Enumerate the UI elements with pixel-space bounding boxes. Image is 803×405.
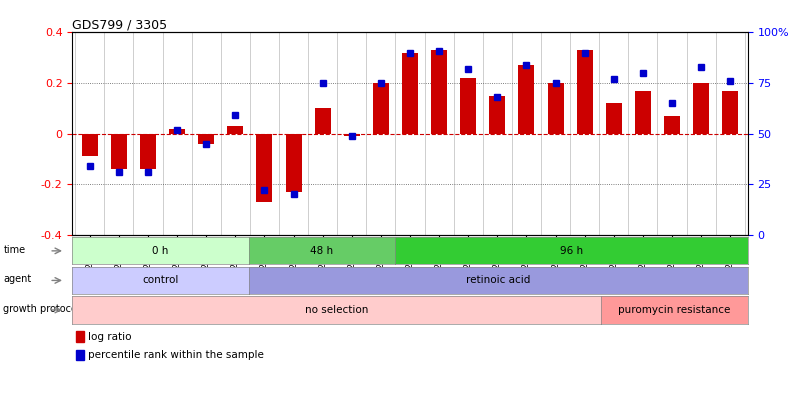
Text: 48 h: 48 h <box>310 246 333 256</box>
Bar <box>459 78 475 134</box>
Text: 96 h: 96 h <box>559 246 582 256</box>
Bar <box>75 331 84 342</box>
Text: time: time <box>3 245 26 254</box>
Bar <box>285 134 301 192</box>
Text: growth protocol: growth protocol <box>3 304 80 313</box>
Bar <box>576 50 592 134</box>
Bar <box>227 126 243 134</box>
Bar <box>402 53 418 134</box>
Text: log ratio: log ratio <box>88 332 131 342</box>
Text: retinoic acid: retinoic acid <box>466 275 530 286</box>
Text: agent: agent <box>3 274 31 284</box>
Bar <box>344 134 360 136</box>
Bar <box>518 65 534 134</box>
Bar <box>373 83 389 134</box>
Text: percentile rank within the sample: percentile rank within the sample <box>88 350 263 360</box>
Bar <box>256 134 272 202</box>
Bar <box>692 83 708 134</box>
Text: puromycin resistance: puromycin resistance <box>618 305 730 315</box>
Bar <box>75 350 84 360</box>
Bar <box>547 83 563 134</box>
Bar <box>314 109 330 134</box>
Bar <box>169 129 185 134</box>
Text: control: control <box>142 275 178 286</box>
Bar <box>489 96 505 134</box>
Bar <box>140 134 156 169</box>
Bar <box>634 91 650 134</box>
Bar <box>82 134 98 156</box>
Text: no selection: no selection <box>304 305 368 315</box>
Bar <box>430 50 446 134</box>
Text: GDS799 / 3305: GDS799 / 3305 <box>72 18 167 31</box>
Bar <box>605 103 621 134</box>
Bar <box>198 134 214 144</box>
Text: 0 h: 0 h <box>152 246 169 256</box>
Bar <box>111 134 127 169</box>
Bar <box>663 116 679 134</box>
Bar <box>721 91 737 134</box>
